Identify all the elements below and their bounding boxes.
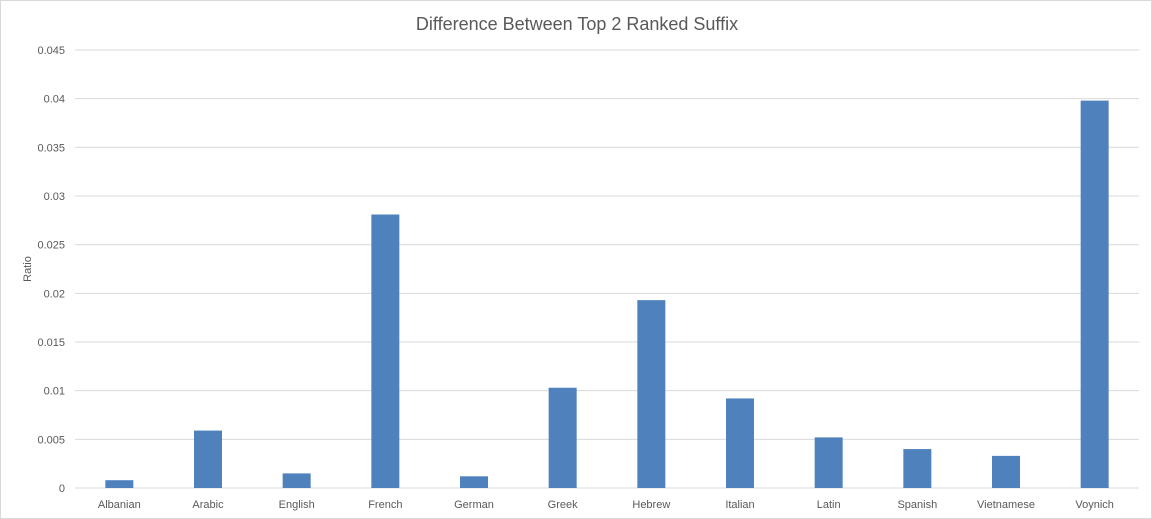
x-tick-label: French xyxy=(368,499,402,511)
y-tick-label: 0 xyxy=(59,483,65,495)
x-tick-label: Albanian xyxy=(98,499,141,511)
y-tick-label: 0.01 xyxy=(44,386,65,398)
x-tick-label: Voynich xyxy=(1075,499,1114,511)
x-tick-label: Latin xyxy=(817,499,841,511)
bar-albanian xyxy=(105,480,134,488)
y-tick-label: 0.005 xyxy=(37,434,65,446)
x-tick-label: Hebrew xyxy=(632,499,670,511)
bar-voynich xyxy=(1080,100,1109,488)
y-tick-label: 0.025 xyxy=(37,240,65,252)
bar-spanish xyxy=(903,449,932,488)
x-tick-label: Vietnamese xyxy=(977,499,1035,511)
bar-greek xyxy=(548,387,577,488)
y-tick-label: 0.045 xyxy=(37,45,65,57)
x-tick-label: German xyxy=(454,499,494,511)
bar-hebrew xyxy=(637,300,666,488)
x-tick-label: Greek xyxy=(548,499,578,511)
bar-english xyxy=(282,473,311,488)
bar-italian xyxy=(726,398,754,488)
y-tick-label: 0.02 xyxy=(44,288,65,300)
y-axis-tick-labels: 0 0.005 0.01 0.015 0.02 0.025 0.03 0.035 0.04 0.0… xyxy=(37,45,65,495)
y-tick-label: 0.04 xyxy=(44,94,65,106)
bar-arabic xyxy=(194,430,222,488)
chart-title: Difference Between Top 2 Ranked Suffix xyxy=(416,14,738,34)
bar-vietnamese xyxy=(992,455,1020,488)
y-tick-label: 0.015 xyxy=(37,337,65,349)
x-tick-label: Spanish xyxy=(897,499,937,511)
bar-french xyxy=(371,214,400,488)
bar-german xyxy=(460,476,488,488)
gridlines xyxy=(75,49,1139,489)
x-tick-label: Arabic xyxy=(192,499,224,511)
x-axis-tick-labels: Albanian Arabic English French German Greek He… xyxy=(98,499,1114,511)
bar-latin xyxy=(814,437,843,488)
bars xyxy=(105,100,1109,488)
y-axis-title: Ratio xyxy=(22,256,34,282)
y-tick-label: 0.03 xyxy=(44,191,65,203)
x-tick-label: Italian xyxy=(725,499,754,511)
x-tick-label: English xyxy=(279,499,315,511)
y-tick-label: 0.035 xyxy=(37,142,65,154)
